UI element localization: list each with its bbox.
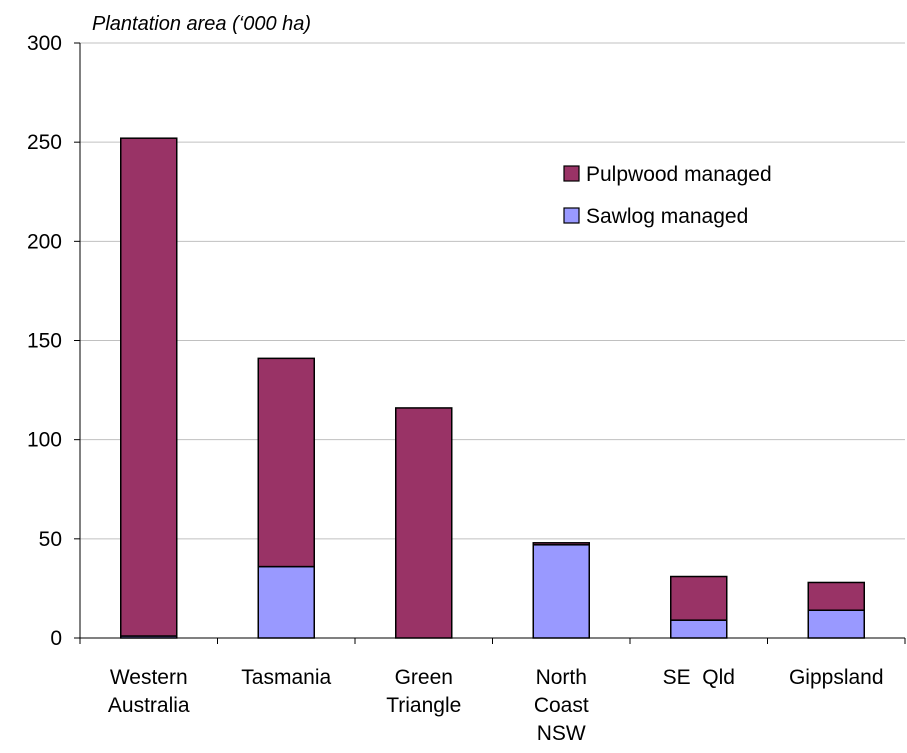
- x-axis-labels: Western Australia Tasmania Green Triangle Nor…: [108, 666, 884, 745]
- y-axis-label: Plantation area (‘000 ha): [92, 13, 311, 35]
- x-tick-label-line: Coast: [534, 694, 589, 717]
- x-tick-label-line: SE Qld: [663, 666, 735, 689]
- y-tick-label: 250: [27, 131, 62, 154]
- y-tick-label: 100: [27, 429, 62, 452]
- legend-label: Pulpwood managed: [586, 163, 772, 186]
- legend: Pulpwood managed Sawlog managed: [563, 163, 772, 228]
- x-tick-label-line: NSW: [537, 722, 586, 745]
- bar-pulpwood-managed: [257, 357, 315, 568]
- bar-sawlog-managed: [532, 544, 590, 639]
- y-tick-label: 150: [27, 330, 62, 353]
- axes: [79, 43, 906, 644]
- legend-label: Sawlog managed: [586, 205, 748, 228]
- x-tick-label-line: Tasmania: [241, 666, 331, 689]
- bar-pulpwood-managed: [532, 542, 590, 546]
- x-tick-label-line: Green: [395, 666, 453, 689]
- x-tick-label: Gippsland: [789, 666, 884, 689]
- x-tick-label-line: Triangle: [386, 694, 461, 717]
- x-tick-label-line: Gippsland: [789, 666, 884, 689]
- y-tick-label: 300: [27, 32, 62, 55]
- x-tick-label: SE Qld: [663, 666, 735, 689]
- x-tick-label-line: North: [536, 666, 587, 689]
- bar-pulpwood-managed: [670, 575, 728, 621]
- bar-sawlog-managed: [670, 619, 728, 639]
- x-tick-label: Tasmania: [241, 666, 331, 689]
- x-tick-label-line: Western: [110, 666, 188, 689]
- x-tick-label: Western Australia: [108, 666, 190, 717]
- bar-pulpwood-managed: [120, 137, 178, 637]
- bar-sawlog-managed: [257, 565, 315, 639]
- x-tick-label-line: Australia: [108, 694, 190, 717]
- x-tick-label: North Coast NSW: [534, 666, 589, 745]
- y-tick-label: 200: [27, 230, 62, 253]
- legend-swatch: [563, 207, 580, 224]
- gridlines: [80, 42, 905, 540]
- y-tick-label: 50: [39, 528, 62, 551]
- x-tick-label: Green Triangle: [386, 666, 461, 717]
- legend-swatch: [563, 165, 580, 182]
- y-axis-ticks: 0 50 100 150 200 250 300: [27, 32, 80, 650]
- bar-sawlog-managed: [807, 609, 865, 639]
- bar-pulpwood-managed: [395, 407, 453, 639]
- y-tick-label: 0: [50, 627, 62, 650]
- bar-pulpwood-managed: [807, 581, 865, 611]
- bars: [120, 137, 865, 639]
